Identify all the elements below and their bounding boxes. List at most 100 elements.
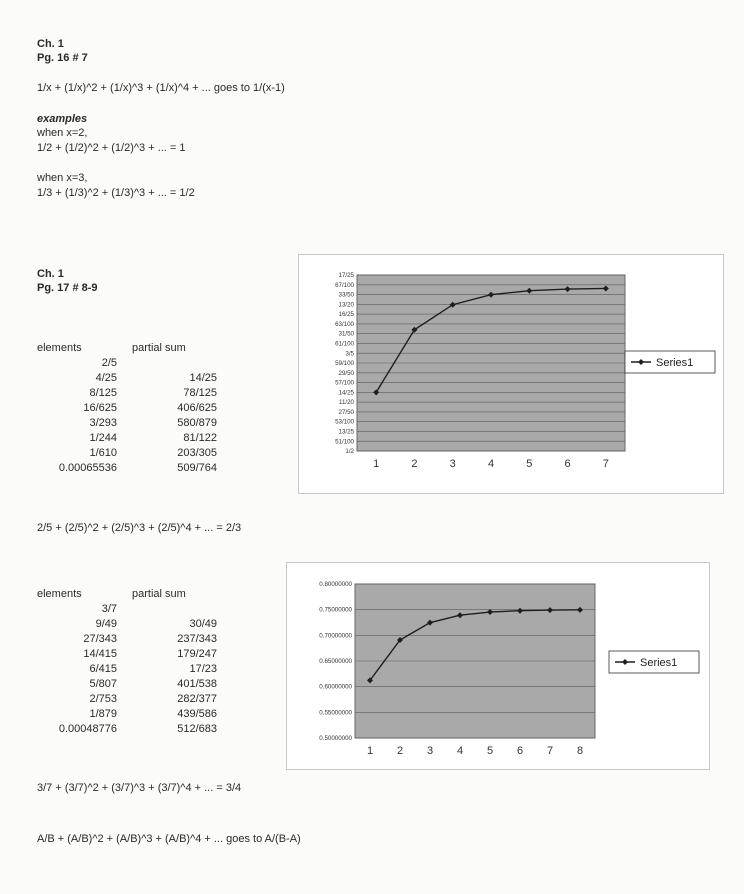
partial-sum-cell: 81/122	[183, 432, 217, 444]
data-point	[427, 619, 433, 626]
table-row: 3/7	[37, 603, 257, 618]
data-point	[411, 326, 418, 333]
data-point	[457, 612, 463, 619]
series-line	[369, 609, 581, 681]
legend-box	[608, 650, 700, 674]
partial-sum-cell: 17/23	[189, 663, 217, 675]
table-row: 14/415 179/247	[37, 648, 257, 663]
y-tick-label: 0.60000000	[319, 684, 352, 691]
y-tick-label: 0.70000000	[319, 632, 352, 639]
table-row: 2/753 282/377	[37, 693, 257, 708]
element-cell: 0.00065536	[58, 462, 117, 474]
x-tick-label: 2	[411, 458, 417, 470]
data-point	[602, 285, 609, 292]
y-tick-label: 0.75000000	[319, 607, 352, 614]
x-tick-label: 3	[450, 458, 456, 470]
element-cell: 27/343	[83, 633, 117, 645]
data-point	[373, 389, 380, 396]
partial-sum-cell: 14/25	[189, 372, 217, 384]
example-2-condition: when x=3,	[37, 172, 88, 184]
y-tick-label: 16/25	[339, 311, 355, 318]
element-cell: 4/25	[95, 372, 117, 384]
table-row: 27/343 237/343	[37, 633, 257, 648]
partial-sum-cell: 237/343	[177, 633, 217, 645]
data-point	[449, 301, 456, 308]
y-tick-label: 51/100	[335, 438, 354, 445]
element-cell: 8/125	[89, 387, 117, 399]
legend-label: Series1	[656, 357, 693, 369]
y-tick-label: 29/50	[339, 370, 355, 377]
table-row: 0.00065536 509/764	[37, 462, 257, 477]
y-tick-label: 0.50000000	[319, 735, 352, 742]
y-tick-label: 27/50	[339, 409, 355, 416]
legend-marker	[622, 659, 628, 665]
data-point	[367, 677, 373, 684]
examples-label: examples	[37, 113, 88, 125]
element-cell: 1/610	[89, 447, 117, 459]
y-tick-label: 67/100	[335, 282, 354, 289]
data-point	[397, 636, 403, 643]
column-header-elements: elements	[37, 342, 82, 354]
x-tick-label: 1	[373, 458, 379, 470]
y-tick-label: 1/2	[345, 448, 354, 455]
y-tick-label: 59/100	[335, 360, 354, 367]
table-row: 4/25 14/25	[37, 372, 257, 387]
column-header-elements: elements	[37, 588, 82, 600]
data-point	[547, 607, 553, 614]
chapter-heading: Ch. 1	[37, 268, 64, 280]
partial-sum-cell: 406/625	[177, 402, 217, 414]
table-row: 9/49 30/49	[37, 618, 257, 633]
x-tick-label: 7	[547, 745, 553, 757]
y-tick-label: 11/20	[339, 399, 355, 406]
y-tick-label: 61/100	[335, 341, 354, 348]
partial-sum-cell: 512/683	[177, 723, 217, 735]
data-point	[577, 606, 583, 613]
y-tick-label: 63/100	[335, 321, 354, 328]
partial-sum-cell: 439/586	[177, 708, 217, 720]
table-row: 1/244 81/122	[37, 432, 257, 447]
column-header-partial-sum: partial sum	[132, 588, 186, 600]
element-cell: 0.00048776	[58, 723, 117, 735]
data-point	[517, 607, 523, 614]
data-point	[488, 291, 494, 298]
chapter-heading: Ch. 1	[37, 38, 64, 50]
example-1-result: 1/2 + (1/2)^2 + (1/2)^3 + ... = 1	[37, 142, 186, 154]
y-tick-label: 0.80000000	[319, 581, 352, 588]
x-tick-label: 5	[487, 745, 493, 757]
element-cell: 2/753	[89, 693, 117, 705]
table-row: 2/5	[37, 357, 257, 372]
table-row: 5/807 401/538	[37, 678, 257, 693]
y-tick-label: 33/50	[339, 292, 355, 299]
y-tick-label: 17/25	[339, 272, 355, 279]
x-tick-label: 5	[526, 458, 532, 470]
element-cell: 5/807	[89, 678, 117, 690]
element-cell: 1/244	[89, 432, 117, 444]
column-header-partial-sum: partial sum	[132, 342, 186, 354]
element-cell: 2/5	[101, 357, 117, 369]
page-problem-heading: Pg. 17 # 8-9	[37, 282, 98, 294]
chart-1-svg: 1/2 51/100 13/25 53/100 27/50 11/20 14/25 57/10…	[335, 272, 716, 470]
legend-label: Series1	[640, 657, 677, 669]
x-tick-label: 2	[397, 745, 403, 757]
element-cell: 16/625	[83, 402, 117, 414]
element-cell: 3/293	[89, 417, 117, 429]
chart-2-svg: 0.50000000 0.55000000 0.60000000 0.65000000…	[319, 581, 700, 757]
series-formula: 1/x + (1/x)^2 + (1/x)^3 + (1/x)^4 + ... …	[37, 82, 285, 94]
table-row: 8/125 78/125	[37, 387, 257, 402]
table-row: 16/625 406/625	[37, 402, 257, 417]
y-tick-label: 53/100	[335, 419, 354, 426]
table-row: 1/879 439/586	[37, 708, 257, 723]
partial-sum-cell: 78/125	[183, 387, 217, 399]
y-tick-label: 13/20	[339, 301, 355, 308]
partial-sum-cell: 509/764	[177, 462, 217, 474]
y-tick-label: 31/50	[339, 331, 355, 338]
y-tick-label: 14/25	[339, 389, 355, 396]
partial-sum-chart-2: 0.50000000 0.55000000 0.60000000 0.65000000…	[286, 562, 710, 770]
x-tick-label: 6	[517, 745, 523, 757]
partial-sum-cell: 30/49	[189, 618, 217, 630]
x-tick-label: 4	[488, 458, 494, 470]
partial-sum-table-2: elements partial sum 3/7 9/49 30/49 27/34…	[37, 588, 257, 738]
series-1-conclusion: 2/5 + (2/5)^2 + (2/5)^3 + (2/5)^4 + ... …	[37, 522, 242, 534]
partial-sum-cell: 401/538	[177, 678, 217, 690]
partial-sum-cell: 203/305	[177, 447, 217, 459]
